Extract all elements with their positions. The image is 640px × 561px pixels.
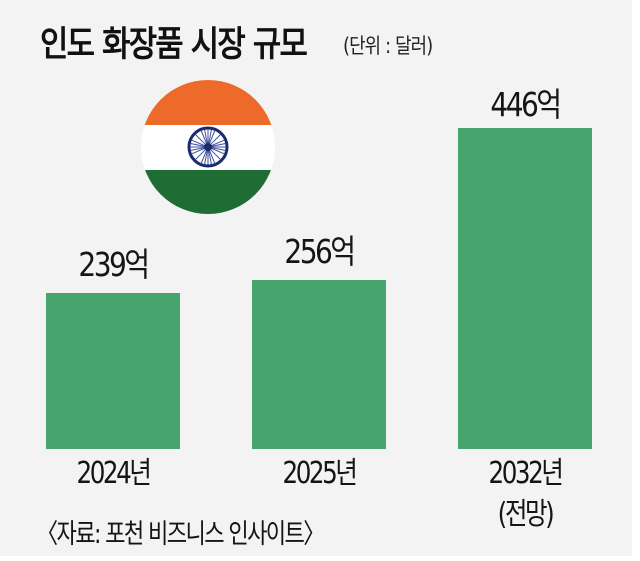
- x-axis-label: 2025년: [282, 456, 358, 491]
- bar-value-label: 256억: [284, 232, 356, 271]
- bar-value-label: 239억: [78, 245, 150, 284]
- x-axis-sublabel: (전망): [497, 497, 555, 532]
- india-flag-icon: [141, 80, 275, 214]
- source-note: 〈자료: 포천 비즈니스 인사이트〉: [36, 519, 325, 550]
- bar-2032: [458, 128, 592, 449]
- unit-label: (단위 : 달러): [343, 34, 433, 58]
- bar-2025: [252, 280, 386, 449]
- bar-value-label: 446억: [490, 85, 562, 124]
- flag-green-band: [141, 170, 275, 214]
- x-axis-label: 2024년: [76, 456, 152, 491]
- chart-title: 인도 화장품 시장 규모: [40, 25, 308, 65]
- ashoka-chakra-icon: [187, 126, 229, 168]
- chart-panel: 인도 화장품 시장 규모 (단위 : 달러) 239억 2024년 256억 2…: [0, 0, 632, 556]
- bar-2024: [46, 293, 180, 449]
- flag-saffron-band: [141, 80, 275, 125]
- x-axis-label: 2032년: [488, 456, 564, 491]
